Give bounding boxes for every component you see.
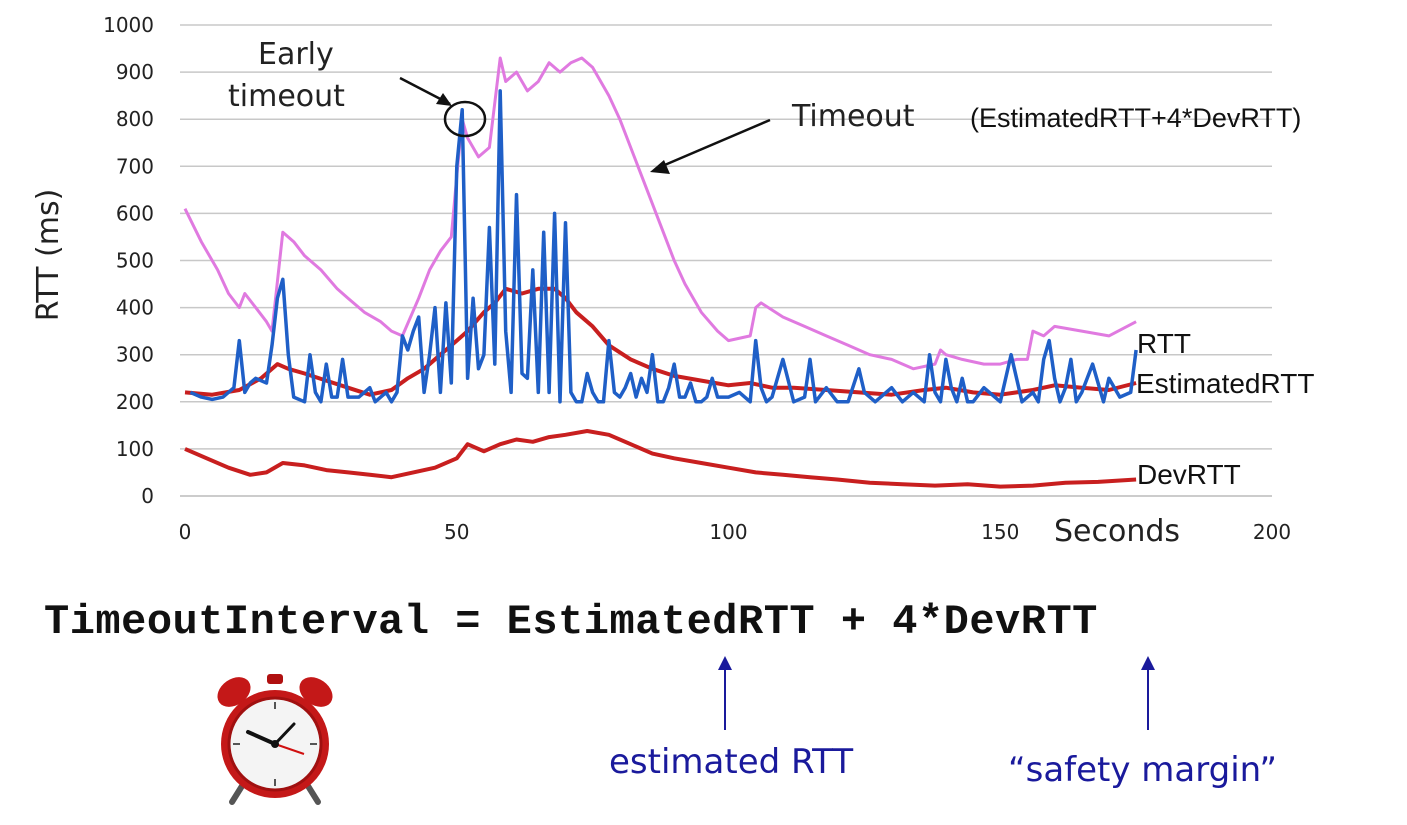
x-tick-label: 200 xyxy=(1253,520,1291,544)
y-tick-label: 900 xyxy=(116,60,154,84)
series-line-devrtt xyxy=(184,429,1137,489)
series-layer xyxy=(183,56,1138,489)
y-tick-label: 800 xyxy=(116,107,154,131)
rtt-chart: 0 100 200 300 400 500 600 700 800 900 1000 0 50 100 1… xyxy=(31,13,1314,549)
timeout-interval-formula: TimeoutInterval = EstimatedRTT + 4*DevRT… xyxy=(44,598,1098,646)
early-timeout-arrowhead xyxy=(436,93,452,106)
y-tick-label: 500 xyxy=(116,249,154,273)
x-tick-label: 100 xyxy=(709,520,747,544)
y-tick-label: 600 xyxy=(116,201,154,225)
series-line-timeout xyxy=(183,56,1137,371)
y-tick-label: 1000 xyxy=(103,13,154,37)
timeout-arrowhead xyxy=(650,160,670,174)
rtt-series-label: RTT xyxy=(1137,328,1191,359)
safety-margin-arrow xyxy=(1141,656,1155,730)
y-tick-label: 300 xyxy=(116,343,154,367)
grid-lines xyxy=(180,24,1272,450)
y-axis-title: RTT (ms) xyxy=(31,189,66,322)
early-timeout-label-2: timeout xyxy=(228,79,345,114)
x-tick-label: 150 xyxy=(981,520,1019,544)
estimated-rtt-arrow xyxy=(718,656,732,730)
y-axis-ticks: 0 100 200 300 400 500 600 700 800 900 1000 xyxy=(103,13,154,508)
estimatedrtt-series-label: EstimatedRTT xyxy=(1136,368,1314,399)
y-tick-label: 400 xyxy=(116,296,154,320)
early-timeout-label-1: Early xyxy=(258,37,334,72)
series-line-rtt xyxy=(189,89,1138,404)
estimated-rtt-note: estimated RTT xyxy=(609,742,854,782)
alarm-clock-icon xyxy=(217,674,333,805)
y-tick-label: 100 xyxy=(116,437,154,461)
x-tick-label: 0 xyxy=(179,520,192,544)
devrtt-series-label: DevRTT xyxy=(1137,459,1241,490)
safety-margin-note: “safety margin” xyxy=(1008,750,1277,790)
timeout-formula-label: (EstimatedRTT+4*DevRTT) xyxy=(970,103,1301,133)
y-tick-label: 700 xyxy=(116,154,154,178)
y-tick-label: 0 xyxy=(141,484,154,508)
timeout-arrow xyxy=(659,118,771,169)
y-tick-label: 200 xyxy=(116,390,154,414)
x-axis-ticks: 0 50 100 150 200 xyxy=(179,520,1291,544)
timeout-label: Timeout xyxy=(791,99,915,134)
x-tick-label: 50 xyxy=(444,520,469,544)
early-timeout-circle xyxy=(443,100,487,138)
x-axis-title: Seconds xyxy=(1054,514,1180,549)
